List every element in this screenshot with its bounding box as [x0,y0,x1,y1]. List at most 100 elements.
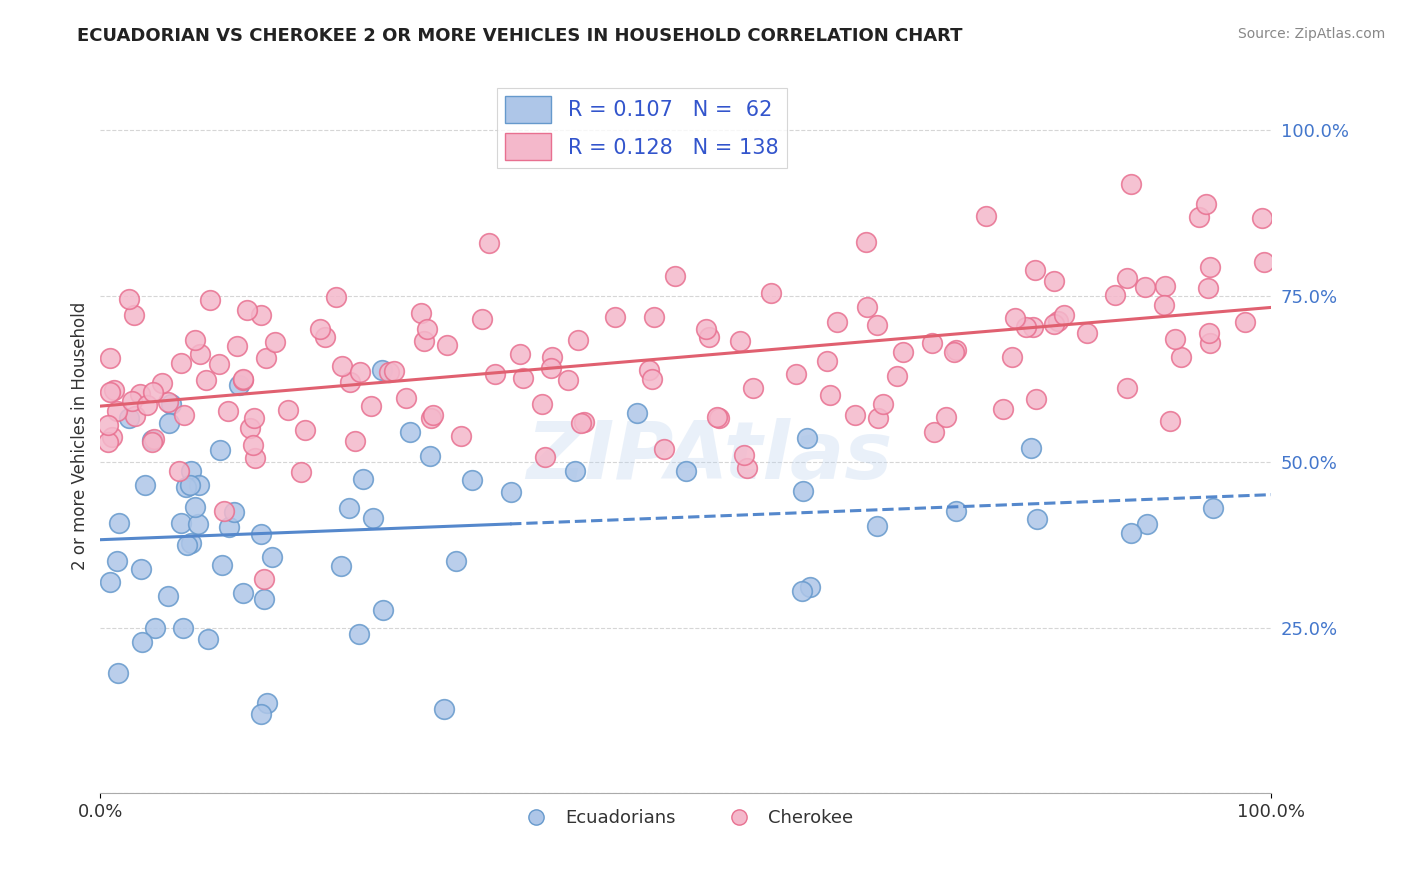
Point [1188,211,1211,225]
Point [1001,350,1024,364]
Point [128,387,150,401]
Point [1026,512,1049,526]
Point [103,384,125,398]
Point [993,402,1015,417]
Point [187,516,209,531]
Point [664,268,686,283]
Point [419,449,441,463]
Point [98,351,121,365]
Point [211,558,233,572]
Point [1135,280,1157,294]
Point [872,396,894,410]
Point [97,417,120,432]
Point [314,330,336,344]
Point [891,344,914,359]
Point [173,408,195,422]
Point [108,516,131,530]
Point [141,434,163,448]
Point [1164,332,1187,346]
Point [1019,441,1042,455]
Point [1199,260,1222,274]
Point [217,404,239,418]
Point [180,536,202,550]
Point [1014,320,1036,334]
Point [709,410,731,425]
Point [886,369,908,384]
Point [290,465,312,479]
Point [1201,501,1223,516]
Point [792,483,814,498]
Point [179,478,201,492]
Point [176,538,198,552]
Point [1253,254,1275,268]
Point [1043,318,1066,332]
Point [172,621,194,635]
Point [105,404,128,418]
Point [471,311,494,326]
Point [484,367,506,381]
Point [1251,211,1274,225]
Point [921,336,943,351]
Point [540,351,562,365]
Point [815,353,838,368]
Point [156,395,179,409]
Point [572,415,595,429]
Point [796,431,818,445]
Point [167,464,190,478]
Point [733,448,755,462]
Point [785,368,807,382]
Point [412,334,434,348]
Point [347,627,370,641]
Point [416,321,439,335]
Point [799,580,821,594]
Point [945,504,967,518]
Point [361,511,384,525]
Point [641,372,664,386]
Point [143,432,166,446]
Point [1004,311,1026,326]
Point [184,333,207,347]
Point [1195,197,1218,211]
Point [759,286,782,301]
Point [197,632,219,647]
Point [294,423,316,437]
Point [420,410,443,425]
Point [170,356,193,370]
Point [228,378,250,392]
Point [242,438,264,452]
Point [1233,314,1256,328]
Point [339,501,361,516]
Point [232,373,254,387]
Point [605,310,627,324]
Point [157,589,180,603]
Point [105,554,128,568]
Point [695,321,717,335]
Point [169,516,191,530]
Point [118,410,141,425]
Point [152,376,174,390]
Point [1154,279,1177,293]
Point [143,621,166,635]
Point [263,334,285,349]
Point [866,410,889,425]
Point [371,363,394,377]
Y-axis label: 2 or more Vehicles in Household: 2 or more Vehicles in Household [72,301,89,569]
Point [924,425,946,439]
Point [184,500,207,514]
Point [118,293,141,307]
Point [866,318,889,332]
Point [252,572,274,586]
Point [461,473,484,487]
Point [256,696,278,710]
Point [208,443,231,458]
Point [373,603,395,617]
Point [436,338,458,352]
Point [1047,314,1070,328]
Point [124,409,146,423]
Legend: Ecuadorians, Cherokee: Ecuadorians, Cherokee [512,802,860,834]
Point [399,425,422,439]
Point [856,300,879,314]
Point [339,375,361,389]
Point [382,364,405,378]
Point [236,303,259,318]
